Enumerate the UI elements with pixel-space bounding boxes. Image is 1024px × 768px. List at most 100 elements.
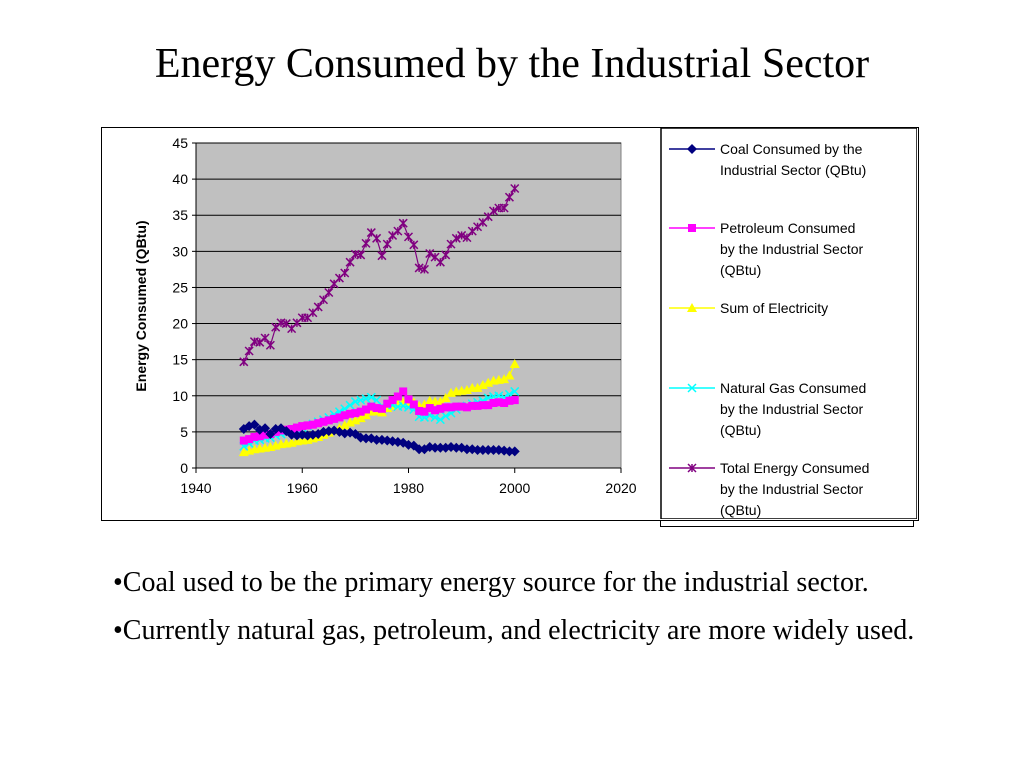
legend-entry: Coal Consumed by the Industrial Sector (Q… xyxy=(669,141,866,178)
x-tick-label: 1940 xyxy=(180,480,211,496)
data-point xyxy=(355,413,366,423)
data-point xyxy=(383,399,392,408)
data-point xyxy=(431,406,440,415)
data-point xyxy=(303,421,312,430)
data-point xyxy=(483,444,494,455)
legend-marker xyxy=(687,463,697,473)
data-point xyxy=(435,257,445,267)
legend-label: Natural Gas Consumed by the Industrial Se… xyxy=(720,380,866,438)
data-point xyxy=(313,302,323,312)
data-point xyxy=(436,404,445,413)
data-point xyxy=(372,233,382,243)
legend-entry: Natural Gas Consumed by the Industrial Se… xyxy=(669,380,866,438)
data-point xyxy=(462,233,472,243)
data-point xyxy=(361,238,371,248)
data-point xyxy=(361,394,371,404)
data-point xyxy=(457,230,467,240)
data-point xyxy=(388,396,397,405)
legend-entry: Total Energy Consumed by the Industrial S… xyxy=(669,460,869,518)
data-point xyxy=(435,415,445,425)
data-point xyxy=(339,420,350,430)
data-point xyxy=(260,333,270,343)
data-point xyxy=(468,401,477,410)
data-point xyxy=(367,402,376,411)
data-point xyxy=(441,250,451,260)
data-point xyxy=(451,442,462,453)
data-point xyxy=(404,395,413,404)
data-point xyxy=(488,206,499,216)
data-point xyxy=(510,396,519,405)
data-point xyxy=(399,387,408,396)
data-point xyxy=(298,422,307,431)
data-point xyxy=(351,409,360,418)
data-point xyxy=(409,240,419,250)
data-point xyxy=(372,404,381,413)
data-point xyxy=(462,403,471,412)
data-point xyxy=(477,444,488,455)
data-point xyxy=(494,398,503,407)
y-tick-label: 25 xyxy=(172,279,188,295)
data-point xyxy=(255,432,264,441)
data-point xyxy=(409,400,418,409)
data-point xyxy=(362,405,370,414)
y-tick-label: 0 xyxy=(180,460,188,476)
data-point xyxy=(472,382,483,392)
data-point xyxy=(504,446,515,457)
data-point xyxy=(425,404,434,413)
x-tick-label: 2020 xyxy=(605,480,636,496)
data-point xyxy=(371,434,382,445)
data-point xyxy=(292,423,301,432)
data-point xyxy=(398,218,408,228)
data-point xyxy=(239,357,249,367)
legend-marker xyxy=(687,303,697,312)
data-point xyxy=(350,397,360,407)
legend-box xyxy=(660,128,917,519)
data-point xyxy=(356,407,365,416)
data-point xyxy=(473,401,482,410)
data-point xyxy=(414,263,424,273)
legend-label: Petroleum Consumed by the Industrial Sect… xyxy=(720,220,864,278)
data-point xyxy=(504,192,514,202)
y-tick-label: 40 xyxy=(172,171,188,187)
data-point xyxy=(249,419,260,430)
data-point xyxy=(500,399,509,407)
data-point xyxy=(419,264,429,274)
y-tick-label: 30 xyxy=(172,243,188,259)
data-point xyxy=(340,268,350,278)
data-point xyxy=(510,386,520,396)
y-tick-label: 10 xyxy=(172,388,188,404)
data-point xyxy=(430,412,440,422)
data-point xyxy=(345,400,355,410)
x-tick-label: 2000 xyxy=(499,480,530,496)
bullet-list: •Coal used to be the primary energy sour… xyxy=(113,566,933,662)
data-point xyxy=(430,442,441,453)
data-point xyxy=(472,444,483,455)
y-tick-label: 5 xyxy=(180,424,188,440)
data-point xyxy=(335,413,344,422)
data-point xyxy=(324,416,333,425)
data-point xyxy=(356,250,366,260)
data-point xyxy=(239,436,248,445)
data-point xyxy=(330,414,339,423)
slide-title: Energy Consumed by the Industrial Sector xyxy=(154,41,870,87)
data-point xyxy=(403,232,414,242)
data-point xyxy=(484,401,493,410)
legend-label: Sum of Electricity xyxy=(720,300,828,316)
data-point xyxy=(265,340,275,350)
x-tick-label: 1980 xyxy=(393,480,424,496)
data-point xyxy=(441,403,450,412)
chart-frame: 0 5 10 15 20 25 30 35 40 45 1940 1960 1980 2000 2020 E… xyxy=(101,127,919,521)
data-point xyxy=(314,419,323,428)
data-point xyxy=(340,411,349,420)
data-point xyxy=(287,425,296,433)
data-point xyxy=(509,359,520,368)
data-point xyxy=(356,395,366,405)
data-point xyxy=(261,430,270,439)
data-point xyxy=(457,402,466,411)
plot-area xyxy=(195,142,622,469)
data-point xyxy=(250,432,259,441)
data-point xyxy=(319,417,328,426)
data-point xyxy=(366,392,376,402)
legend-entry: Sum of Electricity xyxy=(669,300,828,316)
data-point xyxy=(308,420,317,429)
